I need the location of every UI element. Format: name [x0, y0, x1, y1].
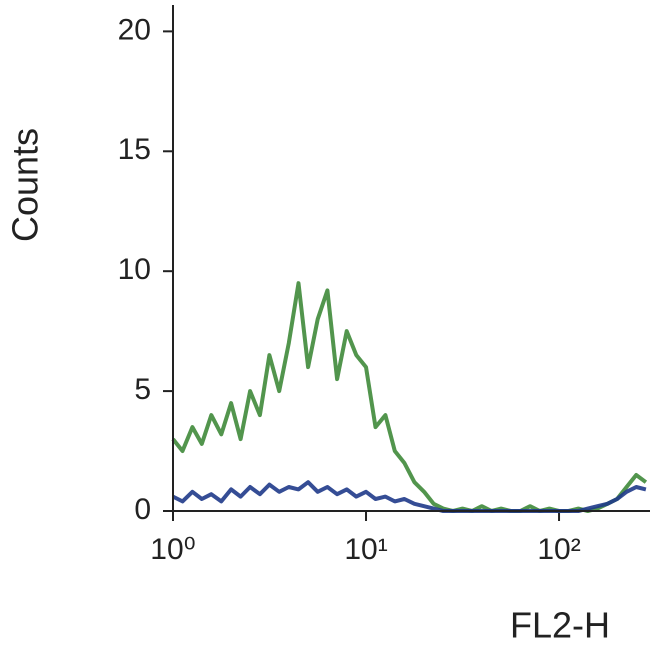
y-tick-label: 10 — [118, 253, 151, 286]
histogram-line — [172, 480, 647, 513]
x-tick-label: 10² — [537, 533, 580, 566]
x-axis-label: FL2-H — [510, 605, 610, 646]
y-tick-label: 20 — [118, 13, 151, 46]
y-tick-label: 15 — [118, 133, 151, 166]
y-tick-label: 0 — [134, 493, 151, 526]
y-axis-label: Counts — [5, 128, 46, 242]
x-tick-label: 10⁰ — [150, 533, 195, 566]
x-tick-label: 10¹ — [344, 533, 387, 566]
y-tick-label: 5 — [134, 373, 151, 406]
histogram-line — [171, 281, 648, 513]
